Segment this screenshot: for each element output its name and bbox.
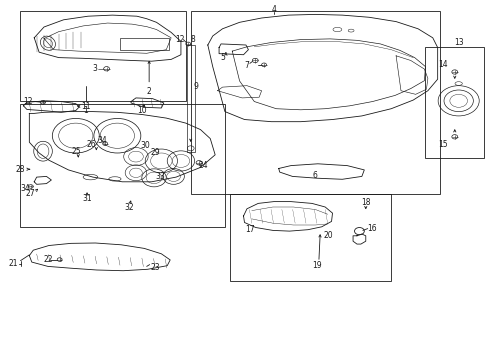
Text: 8: 8	[190, 35, 195, 44]
Bar	[20, 104, 224, 227]
Text: 5: 5	[220, 53, 225, 62]
Text: 15: 15	[437, 140, 447, 149]
Text: 9: 9	[193, 82, 198, 91]
Text: 25: 25	[71, 148, 81, 156]
Text: 34: 34	[98, 136, 107, 145]
Text: 4: 4	[271, 4, 276, 13]
Text: 26: 26	[86, 140, 96, 149]
Text: 1: 1	[83, 106, 88, 114]
Text: 23: 23	[150, 263, 160, 271]
Text: 2: 2	[146, 87, 151, 96]
Bar	[190, 11, 439, 194]
Text: 10: 10	[137, 106, 146, 114]
Text: 12: 12	[23, 97, 33, 106]
Text: 11: 11	[81, 102, 90, 111]
Text: 30: 30	[141, 140, 150, 150]
Bar	[186, 45, 194, 152]
Text: 34: 34	[20, 184, 30, 193]
Text: 28: 28	[16, 165, 25, 174]
Text: 7: 7	[244, 61, 249, 70]
Text: 14: 14	[437, 60, 447, 69]
Text: 16: 16	[366, 224, 376, 233]
Text: 22: 22	[43, 255, 53, 264]
Bar	[120, 38, 168, 50]
Bar	[229, 194, 390, 281]
Text: 12: 12	[175, 35, 184, 44]
Text: 20: 20	[323, 231, 333, 240]
Text: 13: 13	[453, 38, 463, 47]
Text: 21: 21	[9, 259, 19, 268]
Text: 31: 31	[82, 194, 92, 203]
Bar	[20, 11, 185, 101]
Text: 24: 24	[198, 161, 207, 170]
Bar	[425, 47, 483, 158]
Text: 29: 29	[150, 148, 160, 157]
Text: 18: 18	[360, 198, 370, 207]
Text: 17: 17	[245, 225, 255, 234]
Text: 27: 27	[25, 189, 35, 198]
Text: 32: 32	[124, 202, 134, 211]
Text: 3: 3	[92, 64, 97, 73]
Text: 19: 19	[311, 261, 321, 270]
Text: 33: 33	[155, 172, 165, 181]
Text: 6: 6	[312, 171, 317, 180]
